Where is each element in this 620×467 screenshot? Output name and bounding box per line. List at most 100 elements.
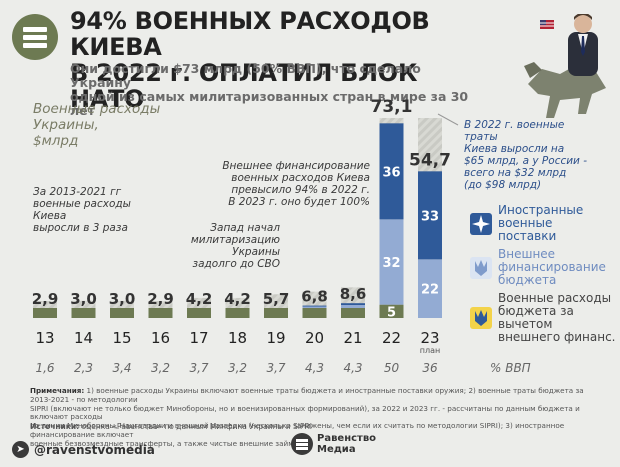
- annotation-west: Запад начал милитаризацию Украины задолг…: [140, 222, 280, 270]
- bar-segment-16-s0: [148, 308, 173, 318]
- brand-footer: Равенство Медиа: [291, 433, 376, 455]
- bar-total-label-16: 2,9: [147, 290, 174, 308]
- category-label-16: 16: [151, 329, 170, 347]
- trident-icon: [470, 256, 492, 279]
- segment-label-23-s1: 22: [421, 283, 439, 298]
- legend-ext-line-2: финансирование: [498, 260, 606, 274]
- bar-total-label-14: 3,0: [70, 290, 97, 308]
- category-label-22: 22: [382, 329, 401, 347]
- category-label-17: 17: [189, 329, 208, 347]
- category-label-14: 14: [74, 329, 93, 347]
- gdp-label-18: 3,2: [228, 361, 247, 375]
- annotation-ext-line-2: военных расходов Киева: [231, 172, 370, 184]
- legend-item-external: Внешнее финансирование бюджета: [470, 248, 606, 287]
- annotation-ext-line-4: В 2023 г. оно будет 100%: [228, 196, 370, 208]
- bar-segment-23-s2: [418, 171, 442, 260]
- source-label: Источники:: [30, 422, 80, 431]
- gdp-label-13: 1,6: [35, 361, 54, 375]
- bar-total-label-23: 54,7: [409, 150, 451, 170]
- bar-segment-20-s1: [302, 306, 327, 308]
- ukraine-trident-icon: [470, 307, 492, 329]
- annotation-box-line-2: Киева выросли на: [464, 143, 565, 155]
- annotation-box-line-4: всего на $32 млрд: [464, 167, 567, 179]
- page-title: 94% ВОЕННЫХ РАСХОДОВ КИЕВА В 2022 г. ОПЛ…: [70, 8, 470, 112]
- title-line-2: В 2022 г. ОПЛАТИЛ БЛОК НАТО: [70, 59, 418, 113]
- bar-segment-17-s0: [187, 308, 211, 318]
- bar-segment-19-s0: [264, 308, 288, 318]
- segment-label-22-s2: 36: [382, 165, 400, 180]
- bar-segment-15-s0: [110, 308, 134, 318]
- bar-segment-18-s0: [225, 308, 250, 318]
- bar-total-label-22: 73,1: [371, 97, 413, 117]
- nato-star-icon: [470, 212, 492, 235]
- notes-line-2: SIPRI (включают не только бюджет Минобор…: [30, 403, 580, 422]
- annotation-west-line-3: задолго до СВО: [192, 258, 280, 270]
- bar-segment-20-s0: [302, 308, 327, 318]
- bar-total-label-20: 6,8: [301, 288, 328, 306]
- bar-segment-22-s2: [379, 123, 404, 220]
- segment-label-22-s1: 32: [382, 256, 400, 271]
- category-label-23: 23: [420, 329, 439, 347]
- notes-line-4: военные безвозмездные трансферты, а такж…: [30, 438, 302, 448]
- legend-ext-line-3: бюджета: [498, 273, 557, 287]
- bar-segment-21-s2: [341, 303, 365, 305]
- annotation-west-line-2: милитаризацию Украины: [190, 234, 280, 258]
- bar-segment-20-s2: [302, 305, 327, 307]
- category-sub-label-23: план: [420, 346, 440, 355]
- bar-segment-21-s0: [341, 308, 365, 318]
- subtitle-line-2: одной из самых милитаризованных стран в …: [70, 89, 469, 118]
- bar-segment-22-s0: [379, 304, 404, 318]
- telegram-link[interactable]: ➤ @ravenstvomedia: [12, 441, 155, 458]
- legend-dom-line-2: бюджета за вычетом: [498, 304, 574, 331]
- politician-on-horse-illustration: [524, 14, 606, 118]
- annotation-growth-line-3: выросли в 3 раза: [33, 222, 128, 234]
- gdp-label-17: 3,7: [189, 361, 208, 375]
- category-label-18: 18: [228, 329, 247, 347]
- legend-nato-line-2: военные: [498, 216, 553, 230]
- sources: Источники: оценка «Равенства» по данным …: [30, 422, 312, 431]
- brand-logo: [12, 14, 58, 60]
- gdp-label-21: 4,3: [343, 361, 362, 375]
- legend-nato-line-3: поставки: [498, 229, 557, 243]
- legend-item-nato: Иностранные военные поставки: [470, 204, 583, 243]
- gdp-label-14: 2,3: [74, 361, 93, 375]
- gdp-label-19: 3,7: [266, 361, 285, 375]
- bar-total-label-18: 4,2: [224, 290, 251, 308]
- segment-label-22-s0: 5: [387, 305, 396, 320]
- annotation-west-line-1: Запад начал: [210, 222, 280, 234]
- annotation-russia-comparison: В 2022 г. военные траты Киева выросли на…: [464, 119, 596, 191]
- chart-title: Военные расходы Украины, $млрд: [33, 101, 193, 149]
- connector-line: [437, 113, 459, 126]
- category-label-21: 21: [343, 329, 362, 347]
- annotation-growth-line-1: За 2013-2021 гг: [33, 186, 122, 198]
- brand-name-line-2: Медиа: [317, 444, 356, 455]
- category-label-13: 13: [35, 329, 54, 347]
- telegram-icon: ➤: [12, 441, 29, 458]
- notes-label: Примечания:: [30, 386, 85, 395]
- legend-dom-line-1: Военные расходы: [498, 291, 612, 305]
- bar-total-label-15: 3,0: [109, 290, 136, 308]
- gdp-label-15: 3,4: [112, 361, 131, 375]
- annotation-box-line-1: В 2022 г. военные траты: [464, 119, 565, 143]
- annotation-ext-line-3: превысило 94% в 2022 г.: [231, 184, 370, 196]
- annotation-growth-line-2: военные расходы Киева: [33, 198, 131, 222]
- bar-total-label-19: 5,7: [263, 290, 290, 308]
- source-text: оценка «Равенства» по данным Минфина Укр…: [79, 422, 312, 431]
- bar-segment-13-s0: [33, 308, 57, 318]
- category-label-15: 15: [112, 329, 131, 347]
- gdp-label-20: 4,3: [305, 361, 324, 375]
- footnotes: Примечания: 1) военные расходы Украины в…: [30, 386, 600, 449]
- notes-line-1: 1) военные расходы Украины включают воен…: [30, 386, 584, 404]
- category-label-20: 20: [305, 329, 324, 347]
- bar-total-label-13: 2,9: [32, 290, 59, 308]
- annotation-growth: За 2013-2021 гг военные расходы Киева вы…: [33, 186, 163, 234]
- notes-line-3: по линии Минобороны, Нацгвардии и внешне…: [30, 421, 565, 439]
- gdp-label-22: 50: [384, 361, 400, 375]
- chart-unit-label: $млрд: [33, 133, 79, 149]
- telegram-handle: @ravenstvomedia: [34, 442, 155, 457]
- bar-segment-21-s1: [341, 305, 365, 308]
- gdp-label-16: 3,2: [151, 361, 170, 375]
- brand-footer-icon: [291, 433, 313, 455]
- segment-label-23-s2: 33: [421, 209, 439, 224]
- legend-ext-line-1: Внешнее: [498, 247, 556, 261]
